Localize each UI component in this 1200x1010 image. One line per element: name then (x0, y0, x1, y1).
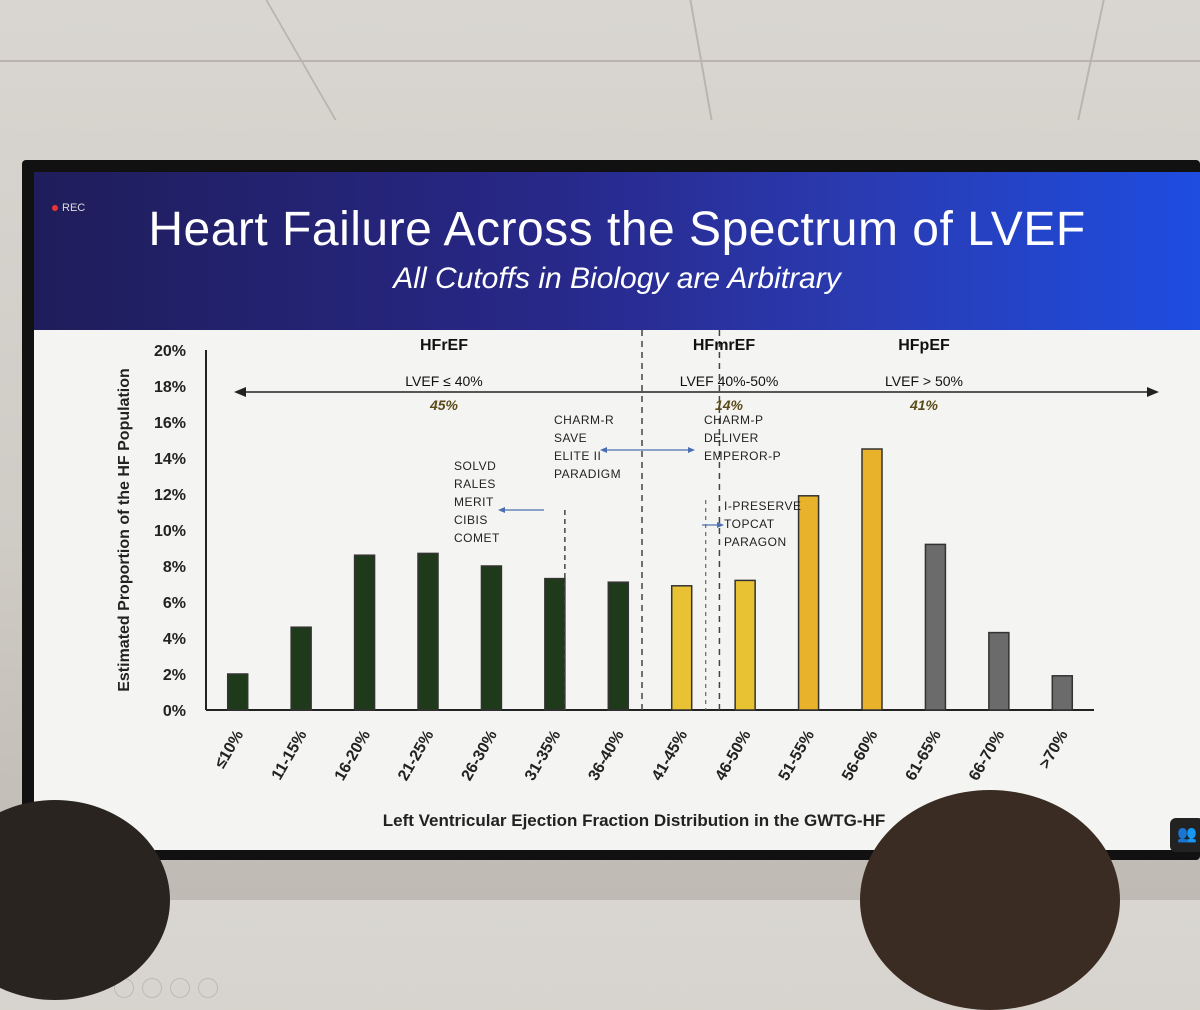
slides-icon[interactable] (142, 978, 162, 998)
bar (226, 673, 249, 711)
ceiling-seam (0, 60, 1200, 62)
region-share: 41% (909, 397, 939, 413)
slide-title: Heart Failure Across the Spectrum of LVE… (148, 203, 1086, 256)
y-tick-label: 20% (154, 343, 186, 360)
trial-name: PARADIGM (554, 467, 621, 481)
bar (861, 448, 883, 711)
bar (417, 552, 439, 711)
audience-head (860, 790, 1120, 1010)
record-dot-icon (52, 205, 58, 212)
y-tick-label: 12% (154, 487, 186, 504)
trial-name: COMET (454, 531, 500, 545)
trial-name: PARAGON (724, 535, 787, 549)
x-tick-label: 51-55% (776, 728, 818, 784)
x-axis-title: Left Ventricular Ejection Fraction Distr… (383, 811, 885, 830)
x-tick-label: 36-40% (585, 728, 627, 784)
region-share: 45% (429, 397, 459, 413)
more-icon[interactable] (198, 978, 218, 998)
x-tick-label: 11-15% (269, 728, 311, 783)
region-share: 14% (715, 397, 744, 413)
y-tick-label: 14% (154, 451, 186, 468)
trial-name: CHARM-P (704, 413, 764, 427)
trial-name: I-PRESERVE (724, 499, 801, 513)
y-tick-label: 2% (163, 667, 186, 684)
rec-label: REC (62, 202, 86, 214)
x-tick-label: 41-45% (649, 728, 691, 784)
y-tick-label: 6% (163, 595, 186, 612)
people-icon: 👥 (1177, 826, 1197, 843)
bar (734, 579, 756, 711)
x-tick-label: 46-50% (712, 728, 754, 784)
trial-name: CHARM-R (554, 413, 614, 427)
trial-name: SAVE (554, 431, 587, 445)
slide-subtitle: All Cutoffs in Biology are Arbitrary (393, 262, 841, 295)
x-tick-label: 56-60% (839, 728, 881, 784)
y-axis-title: Estimated Proportion of the HF Populatio… (116, 368, 133, 692)
presentation-screen: REC Heart Failure Across the Spectrum of… (22, 160, 1200, 998)
arrow-head-right-icon (1147, 387, 1159, 397)
chart-area: 0% 2% 4% 6% 8% 10% 12% 14% 16% 18% 20% Estimated Pr… (34, 330, 1200, 998)
y-tick-label: 18% (154, 379, 186, 396)
arrow-left-icon (600, 447, 607, 453)
bar (290, 626, 312, 711)
bar (988, 631, 1010, 711)
arrow-head-left-icon (234, 387, 246, 397)
rec-indicator: REC (52, 202, 85, 214)
y-tick-label: 0% (163, 703, 186, 720)
x-tick-label: 16-20% (332, 728, 374, 784)
arrow-right-icon (688, 447, 695, 453)
x-tick-label: ≤10% (212, 728, 247, 772)
region-range: LVEF 40%-50% (680, 373, 779, 389)
x-tick-label: 26-30% (459, 728, 501, 784)
y-tick-label: 16% (154, 415, 186, 432)
bar (544, 577, 566, 711)
x-tick-label: >70% (1036, 728, 1071, 772)
region-name: HFrEF (420, 337, 468, 354)
trial-name: MERIT (454, 495, 494, 509)
bar (607, 581, 630, 711)
x-tick-label: 31-35% (522, 728, 564, 784)
x-tick-label: 21-25% (395, 728, 437, 784)
region-range: LVEF ≤ 40% (405, 373, 482, 389)
region-name: HFpEF (898, 337, 950, 354)
trial-name: EMPEROR-P (704, 449, 781, 463)
zoom-icon[interactable] (170, 978, 190, 998)
slide-banner: REC Heart Failure Across the Spectrum of… (34, 172, 1200, 330)
trial-name: TOPCAT (724, 517, 775, 531)
region-range: LVEF > 50% (885, 373, 963, 389)
participants-button[interactable]: 👥 (1170, 818, 1200, 852)
trial-name: DELIVER (704, 431, 759, 445)
presenter-toolbar (114, 978, 226, 1003)
bar (797, 495, 820, 711)
y-tick-label: 8% (163, 559, 186, 576)
y-tick-label: 10% (154, 523, 186, 540)
region-name: HFmrEF (693, 337, 755, 354)
x-tick-label: 61-65% (903, 728, 945, 784)
trial-name: CIBIS (454, 513, 488, 527)
arrow-left-icon (498, 507, 505, 513)
bar (1051, 675, 1074, 711)
x-tick-label: 66-70% (966, 728, 1008, 784)
y-tick-label: 4% (163, 631, 186, 648)
bar (353, 554, 376, 711)
arrow-right-icon (717, 522, 724, 528)
bar (924, 543, 947, 711)
lvef-distribution-chart: 0% 2% 4% 6% 8% 10% 12% 14% 16% 18% 20% Estimated Pr… (116, 330, 1159, 830)
bar (670, 585, 693, 711)
trial-name: ELITE II (554, 449, 601, 463)
bar (480, 565, 503, 711)
trial-name: SOLVD (454, 459, 496, 473)
trial-name: RALES (454, 477, 496, 491)
